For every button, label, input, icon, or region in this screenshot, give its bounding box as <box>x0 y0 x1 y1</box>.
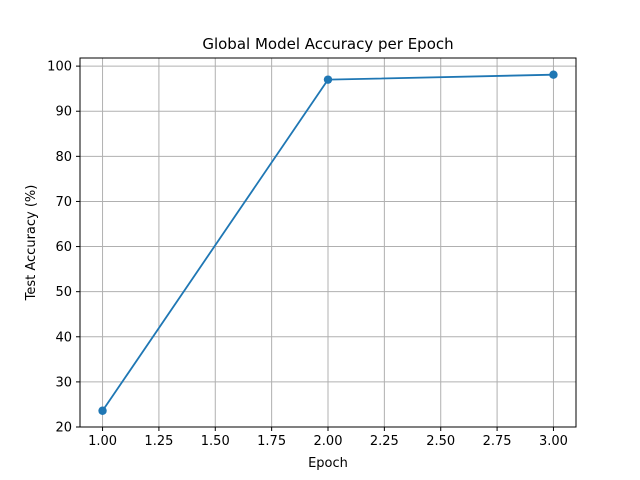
data-point-marker <box>549 70 558 79</box>
y-tick-label: 40 <box>55 330 72 345</box>
x-tick-label: 2.75 <box>483 434 512 449</box>
y-tick-label: 70 <box>55 195 72 210</box>
y-tick-label: 90 <box>55 105 72 120</box>
x-tick-label: 1.75 <box>257 434 286 449</box>
x-tick-label: 1.50 <box>201 434 230 449</box>
data-point-marker <box>323 75 333 84</box>
y-axis-label: Test Accuracy (%) <box>24 185 39 302</box>
y-tick-label: 20 <box>55 421 72 436</box>
x-tick-label: 2.00 <box>314 434 343 449</box>
x-axis-label: Epoch <box>308 456 348 471</box>
y-tick-label: 30 <box>55 375 72 390</box>
data-point-marker <box>98 406 107 415</box>
chart-title: Global Model Accuracy per Epoch <box>202 35 453 53</box>
x-tick-label: 1.00 <box>88 434 117 449</box>
axis-ticks: 1.00 1.25 1.50 1.75 2.00 2.25 2.50 2.75 3.00 20 30… <box>47 60 568 449</box>
x-tick-label: 1.25 <box>144 434 173 449</box>
series-layer <box>98 70 558 415</box>
y-tick-label: 80 <box>55 150 72 165</box>
y-tick-label: 60 <box>55 240 72 255</box>
y-tick-label: 50 <box>55 285 72 300</box>
y-tick-label: 100 <box>47 60 72 75</box>
x-tick-label: 2.25 <box>370 434 399 449</box>
x-tick-label: 2.50 <box>426 434 455 449</box>
grid-lines <box>80 58 576 428</box>
x-tick-label: 3.00 <box>539 434 568 449</box>
